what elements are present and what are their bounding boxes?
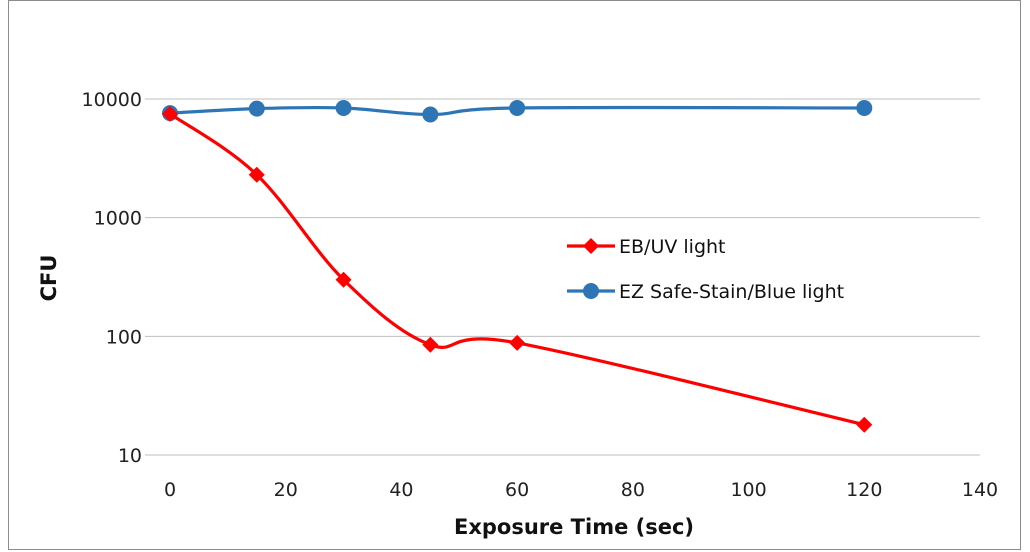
x-tick-label: 40 xyxy=(389,479,413,501)
y-tick-label: 10000 xyxy=(82,89,142,111)
y-tick-label: 100 xyxy=(106,326,142,348)
data-point xyxy=(422,106,439,123)
series-ez-safe-stain xyxy=(162,99,873,123)
data-point xyxy=(509,334,526,351)
legend-label: EZ Safe-Stain/Blue light xyxy=(619,281,844,303)
x-tick-label: 100 xyxy=(730,479,766,501)
data-point xyxy=(248,100,265,117)
y-tick-label: 10 xyxy=(118,445,142,467)
chart-frame xyxy=(8,0,1021,550)
data-point xyxy=(856,416,873,433)
data-point xyxy=(335,99,352,116)
y-axis-title: CFU xyxy=(37,255,61,302)
legend-item: EB/UV light xyxy=(567,236,726,258)
series-eb-uv xyxy=(162,105,873,433)
x-tick-label: 120 xyxy=(846,479,882,501)
y-tick-label: 1000 xyxy=(94,208,142,230)
x-tick-label: 140 xyxy=(962,479,998,501)
x-tick-labels: 0 20 40 60 80 100 120 140 xyxy=(164,479,998,501)
legend-label: EB/UV light xyxy=(619,236,726,258)
series-group xyxy=(162,99,873,433)
y-tick-labels: 10 100 1000 10000 xyxy=(82,89,142,467)
x-axis-title: Exposure Time (sec) xyxy=(454,515,694,539)
data-point xyxy=(162,105,178,122)
data-point xyxy=(248,166,265,183)
data-point xyxy=(856,99,873,116)
legend-marker xyxy=(583,283,599,299)
data-point xyxy=(422,336,439,353)
x-tick-label: 20 xyxy=(274,479,298,501)
legend-marker xyxy=(583,238,599,254)
data-point xyxy=(509,99,526,116)
legend: EB/UV light EZ Safe-Stain/Blue light xyxy=(567,236,844,303)
x-tick-label: 80 xyxy=(621,479,645,501)
gridlines xyxy=(145,98,980,456)
data-point xyxy=(335,271,352,288)
series-line xyxy=(169,112,865,427)
x-tick-label: 0 xyxy=(164,479,176,501)
legend-item: EZ Safe-Stain/Blue light xyxy=(567,281,844,303)
x-tick-label: 60 xyxy=(505,479,529,501)
